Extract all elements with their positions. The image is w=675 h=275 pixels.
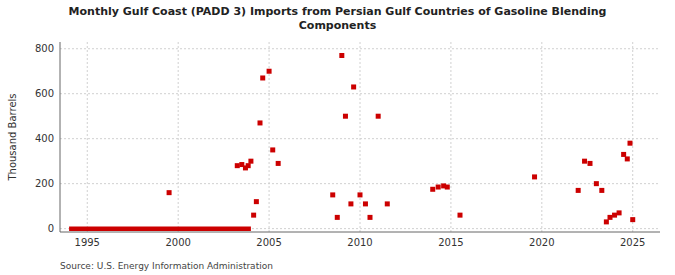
chart: Monthly Gulf Coast (PADD 3) Imports from… <box>0 0 675 275</box>
y-tick-label: 600 <box>35 88 54 99</box>
point <box>276 161 281 166</box>
point <box>588 161 593 166</box>
x-tick-label: 2005 <box>256 237 281 248</box>
y-grid-line <box>60 228 660 229</box>
x-tick-label: 1995 <box>75 237 100 248</box>
point <box>621 152 626 157</box>
x-tick-label: 2020 <box>529 237 554 248</box>
point <box>458 213 463 218</box>
title-line: Components <box>299 19 377 32</box>
x-tick-label: 2000 <box>165 237 190 248</box>
point <box>260 75 265 80</box>
y-grid-line <box>60 48 660 49</box>
point <box>582 159 587 164</box>
x-grid-line <box>541 42 542 232</box>
point <box>445 185 450 190</box>
point <box>358 192 363 197</box>
point <box>351 84 356 89</box>
x-axis-line <box>60 232 660 233</box>
point <box>576 188 581 193</box>
point <box>630 217 635 222</box>
y-tick-label: 400 <box>35 133 54 144</box>
title: Monthly Gulf Coast (PADD 3) Imports from… <box>69 5 607 32</box>
point <box>385 201 390 206</box>
y-tick-label: 800 <box>35 43 54 54</box>
title-line: Monthly Gulf Coast (PADD 3) Imports from… <box>69 5 607 18</box>
y-axis-line <box>60 42 61 232</box>
point <box>235 163 240 168</box>
point <box>594 181 599 186</box>
point <box>267 69 272 74</box>
x-tick-label: 2015 <box>438 237 463 248</box>
x-grid-line <box>450 42 451 232</box>
point <box>604 219 609 224</box>
point <box>348 201 353 206</box>
x-grid-line <box>87 42 88 232</box>
baseline-line <box>69 226 251 231</box>
point <box>343 114 348 119</box>
point <box>436 185 441 190</box>
marks <box>69 53 635 229</box>
plot-area <box>60 42 660 232</box>
point <box>532 174 537 179</box>
x-tick-label: 2010 <box>347 237 372 248</box>
x-grid-line <box>178 42 179 232</box>
point <box>167 190 172 195</box>
point <box>258 120 263 125</box>
point <box>246 163 251 168</box>
point <box>612 213 617 218</box>
point <box>608 215 613 220</box>
x-grid-line <box>360 42 361 232</box>
point <box>599 188 604 193</box>
y-axis-label: Thousand Barrels <box>7 93 18 181</box>
point <box>625 156 630 161</box>
source-note: Source: U.S. Energy Information Administ… <box>60 261 273 271</box>
point <box>368 215 373 220</box>
point <box>617 210 622 215</box>
point <box>430 187 435 192</box>
point <box>363 201 368 206</box>
x-tick-label: 2025 <box>620 237 645 248</box>
grid <box>60 42 660 232</box>
y-tick-label: 200 <box>35 178 54 189</box>
x-grid-line <box>632 42 633 232</box>
point <box>248 159 253 164</box>
point <box>376 114 381 119</box>
point <box>251 213 256 218</box>
point <box>254 199 259 204</box>
point <box>339 53 344 58</box>
point <box>270 147 275 152</box>
point <box>628 141 633 146</box>
point <box>335 215 340 220</box>
point <box>330 192 335 197</box>
y-tick-label: 0 <box>48 223 54 234</box>
